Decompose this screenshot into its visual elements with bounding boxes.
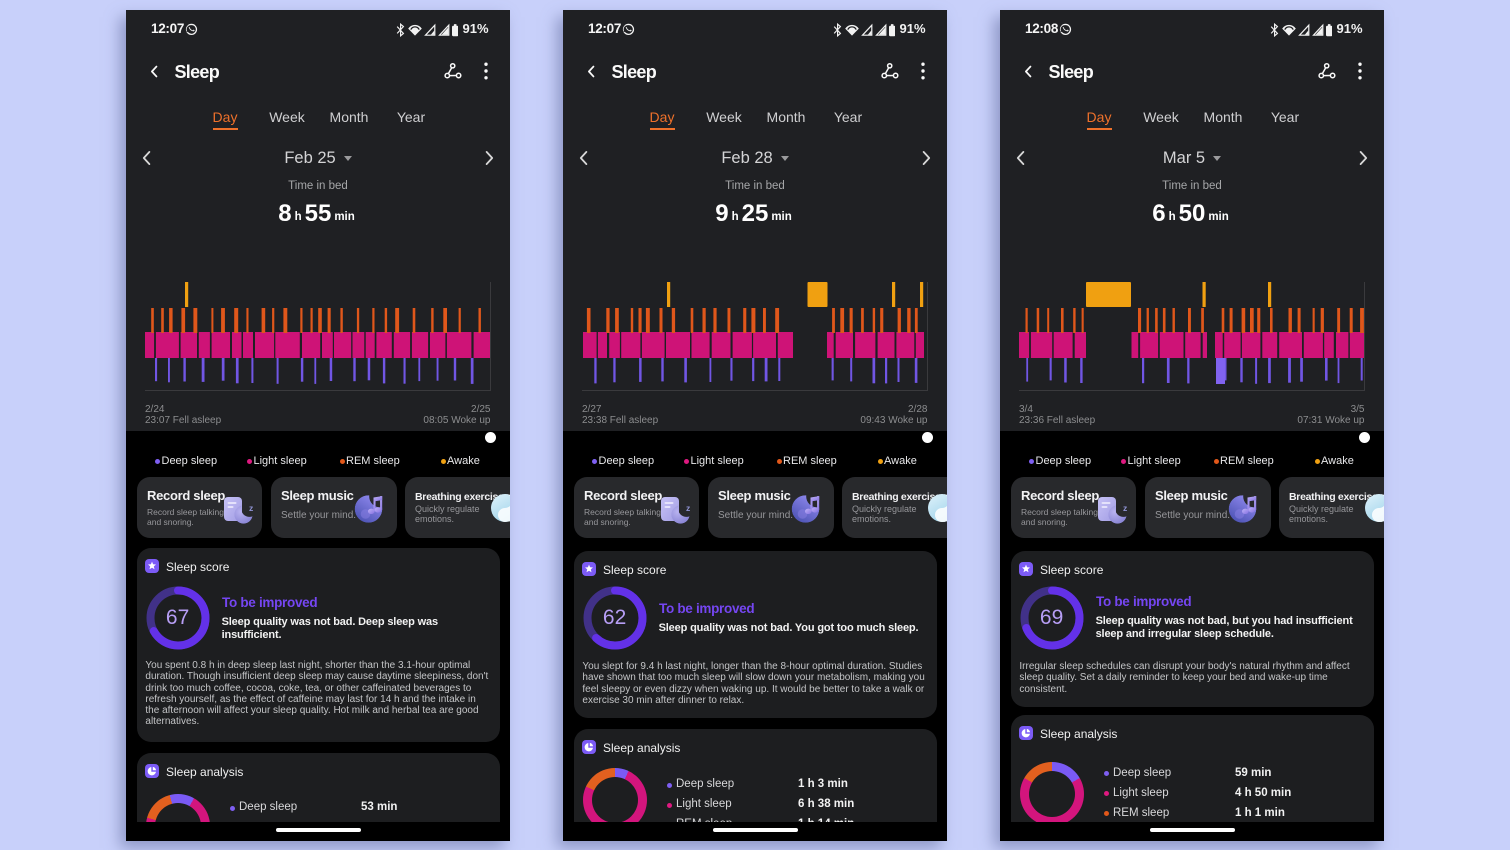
svg-text:z: z: [249, 503, 253, 513]
svg-text:z: z: [1123, 503, 1127, 513]
svg-text:z: z: [686, 503, 690, 513]
